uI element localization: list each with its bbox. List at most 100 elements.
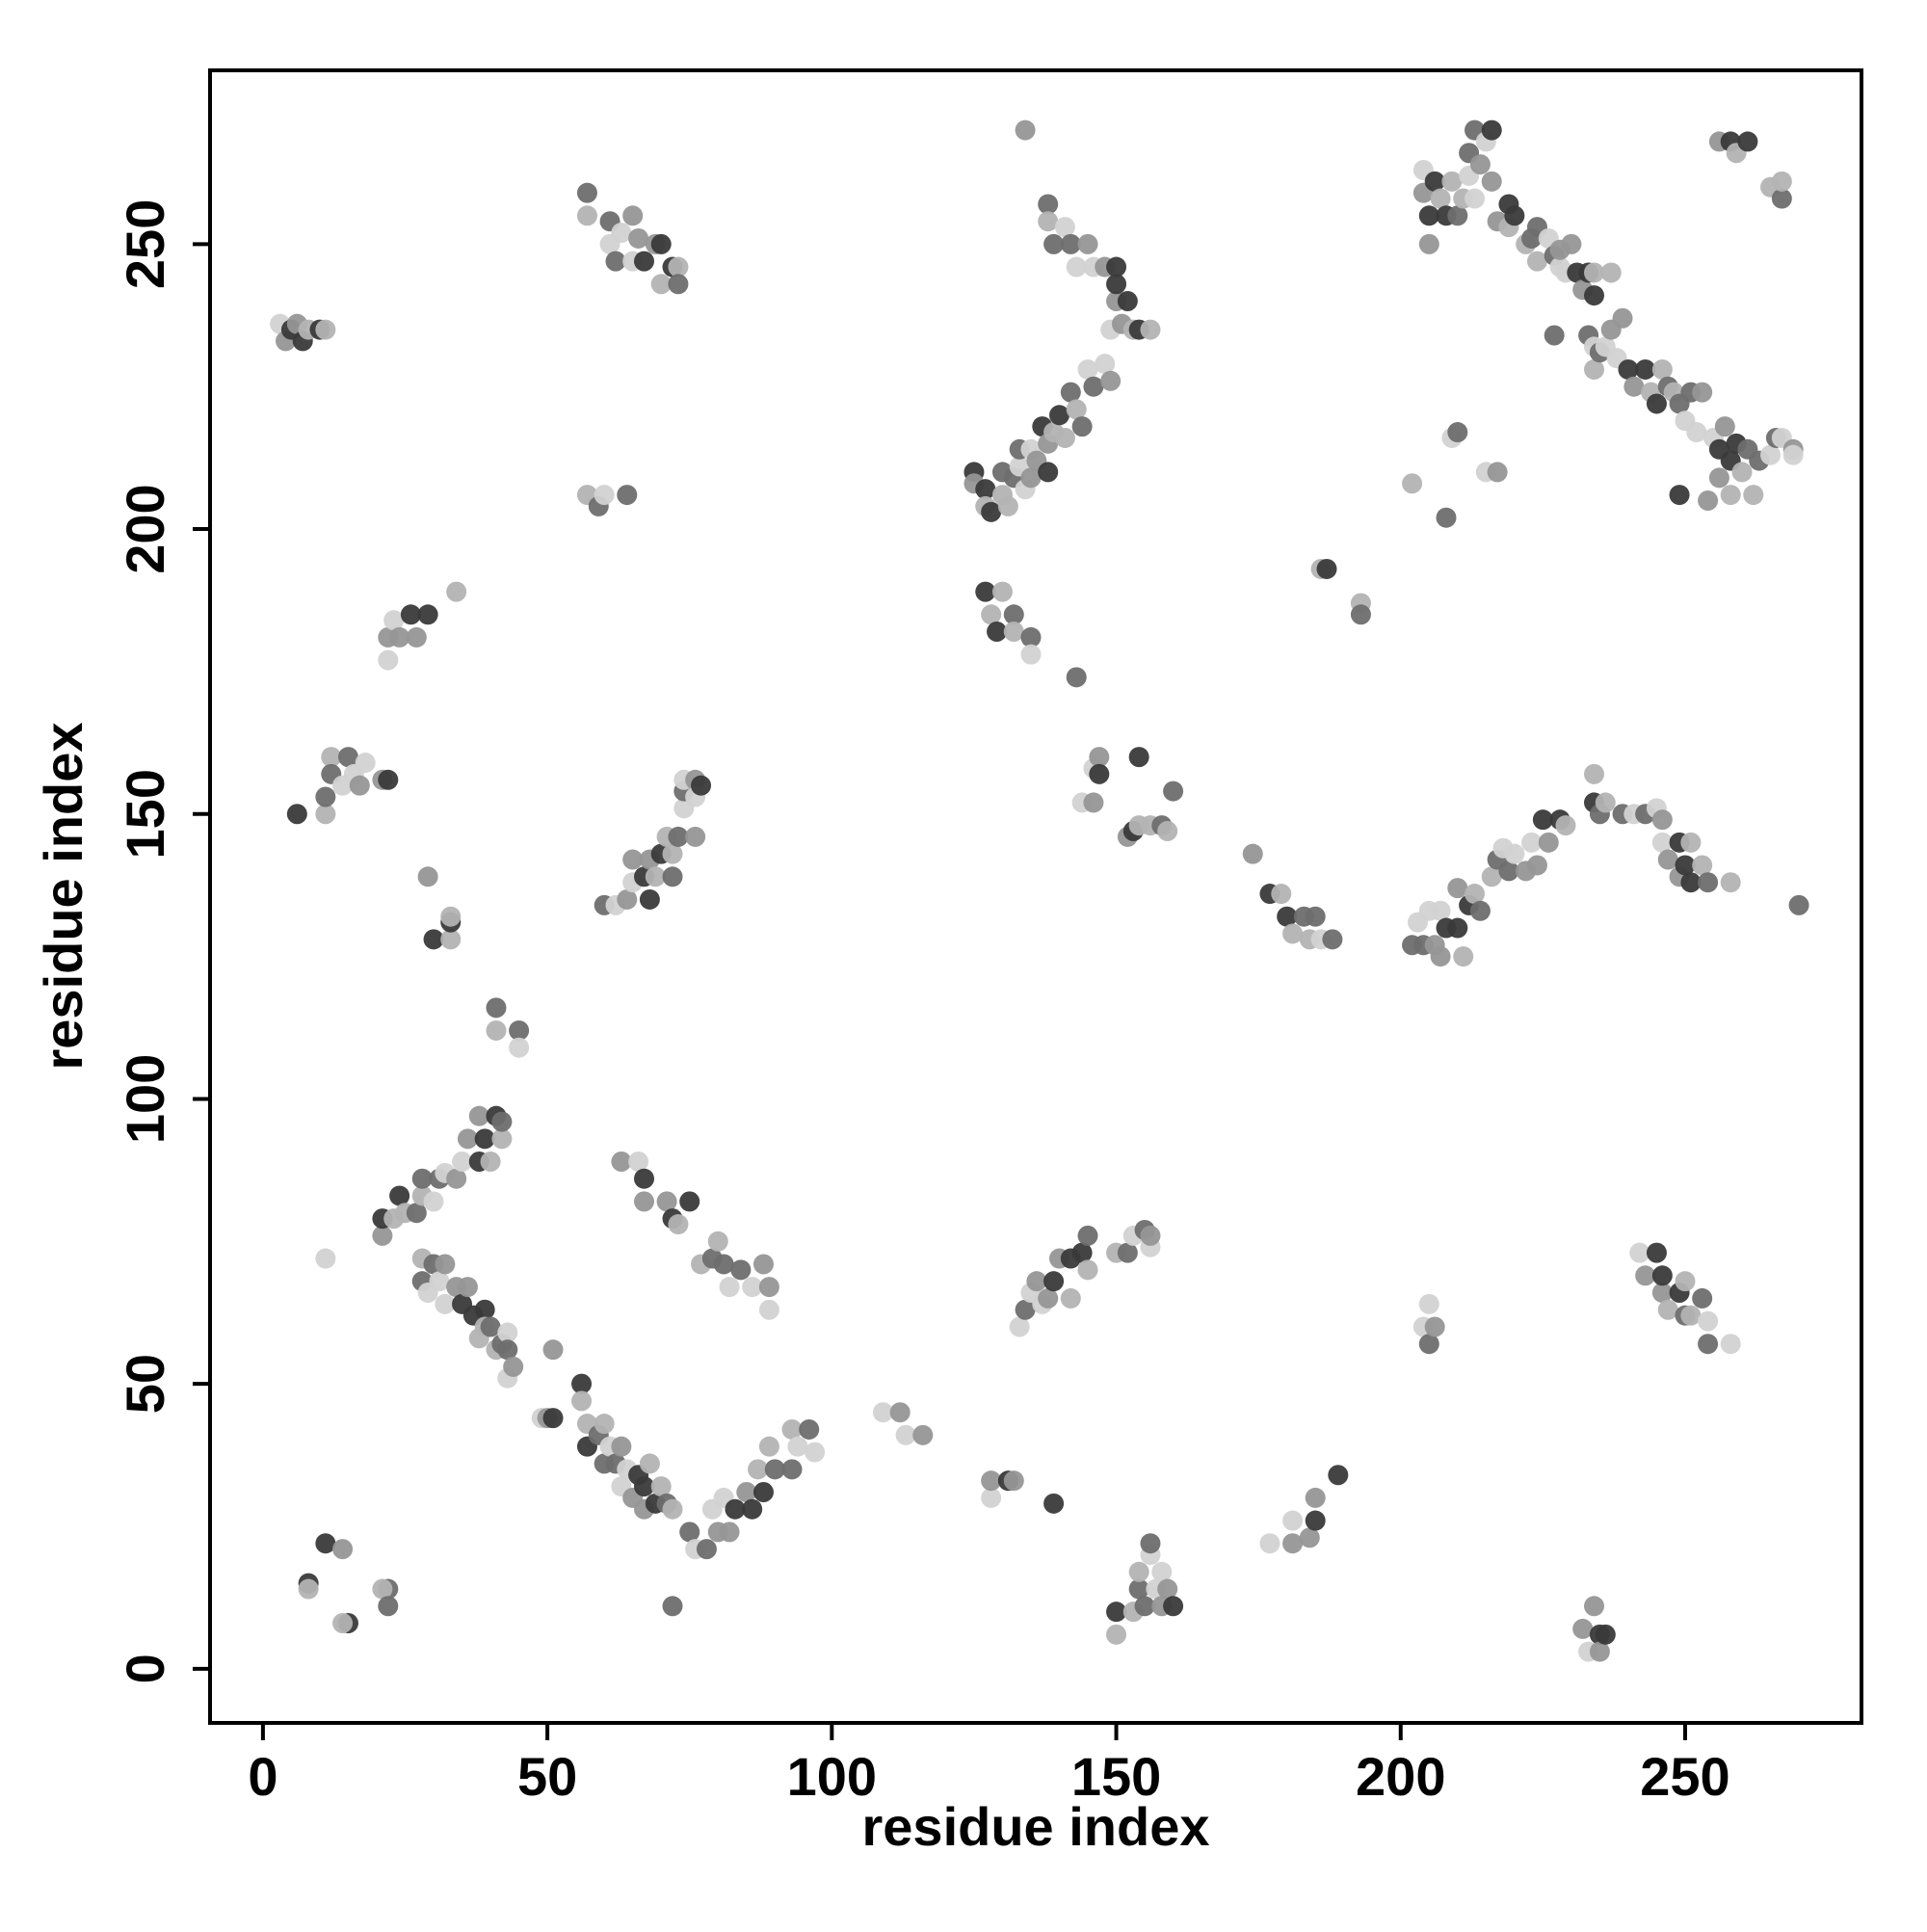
point xyxy=(1731,462,1753,483)
point xyxy=(1328,1465,1349,1486)
point xyxy=(337,747,358,768)
point xyxy=(1095,354,1116,375)
point xyxy=(1038,1287,1059,1309)
point xyxy=(1771,188,1792,209)
point xyxy=(1418,233,1439,254)
point xyxy=(752,1481,774,1502)
point xyxy=(1140,319,1161,340)
point xyxy=(1066,399,1087,420)
point xyxy=(1669,485,1690,506)
point xyxy=(1589,1641,1610,1662)
point xyxy=(486,1019,507,1041)
point xyxy=(1077,233,1098,254)
point xyxy=(474,1299,495,1320)
point xyxy=(1305,1510,1326,1531)
point xyxy=(1447,422,1468,443)
point xyxy=(758,1277,779,1298)
point xyxy=(1692,1287,1713,1309)
point xyxy=(1305,906,1326,927)
point xyxy=(997,495,1018,516)
point xyxy=(1657,1299,1678,1320)
point xyxy=(594,485,615,506)
point xyxy=(1504,843,1525,864)
point xyxy=(1698,872,1719,893)
point xyxy=(1015,1299,1036,1320)
x-tick-label: 0 xyxy=(248,1746,277,1807)
point xyxy=(1447,917,1468,939)
point xyxy=(378,1596,399,1617)
point xyxy=(1305,1487,1326,1508)
point xyxy=(1026,1271,1047,1292)
y-tick-label: 100 xyxy=(115,1054,175,1144)
point xyxy=(1424,171,1445,192)
point xyxy=(1675,1271,1696,1292)
point xyxy=(429,1271,450,1292)
point xyxy=(1003,622,1024,643)
point xyxy=(622,849,644,870)
point xyxy=(1418,205,1439,226)
point xyxy=(1430,188,1451,209)
point xyxy=(1418,1293,1439,1314)
point xyxy=(1128,747,1149,768)
point xyxy=(457,1128,478,1150)
point xyxy=(446,581,467,602)
point xyxy=(1504,205,1525,226)
point xyxy=(1720,1334,1741,1355)
point xyxy=(332,1539,354,1560)
point xyxy=(1538,832,1559,853)
point xyxy=(1469,154,1491,175)
point xyxy=(1299,1527,1320,1548)
point xyxy=(1316,558,1337,579)
point xyxy=(1544,325,1565,346)
point xyxy=(633,251,654,272)
point xyxy=(668,274,689,295)
point xyxy=(736,1481,757,1502)
point xyxy=(1675,855,1696,876)
point xyxy=(1151,1561,1173,1582)
point xyxy=(1163,1596,1184,1617)
point xyxy=(1623,376,1645,397)
point xyxy=(633,1191,654,1212)
point xyxy=(1117,1242,1138,1263)
point xyxy=(1282,1533,1304,1554)
point xyxy=(1584,358,1605,380)
point xyxy=(1077,358,1098,380)
point xyxy=(758,1436,779,1457)
point xyxy=(542,1339,564,1361)
point xyxy=(1526,251,1547,272)
y-tick-label: 200 xyxy=(115,484,175,573)
point xyxy=(1481,866,1502,887)
point xyxy=(668,1214,689,1235)
point xyxy=(1015,119,1036,141)
point xyxy=(411,1168,433,1189)
point xyxy=(571,1373,593,1394)
point xyxy=(1157,1578,1178,1600)
point xyxy=(372,1225,393,1246)
point xyxy=(452,1151,473,1172)
point xyxy=(1635,358,1656,380)
point xyxy=(611,223,632,244)
point xyxy=(1140,1225,1161,1246)
point xyxy=(662,1498,683,1520)
point xyxy=(872,1402,893,1423)
point xyxy=(406,626,427,648)
point xyxy=(1629,1242,1650,1263)
point xyxy=(1612,307,1633,329)
point xyxy=(1447,878,1468,899)
point xyxy=(889,1402,911,1423)
point xyxy=(1089,763,1110,784)
point xyxy=(497,1339,518,1361)
point xyxy=(639,888,660,910)
point xyxy=(406,1203,427,1224)
point xyxy=(1038,194,1059,215)
point xyxy=(650,233,672,254)
point xyxy=(1555,815,1576,836)
point xyxy=(1481,171,1502,192)
point xyxy=(679,1191,700,1212)
point xyxy=(611,1151,632,1172)
point xyxy=(668,826,689,847)
point xyxy=(668,256,689,278)
point xyxy=(1163,781,1184,802)
point xyxy=(1657,849,1678,870)
point xyxy=(571,1390,593,1412)
